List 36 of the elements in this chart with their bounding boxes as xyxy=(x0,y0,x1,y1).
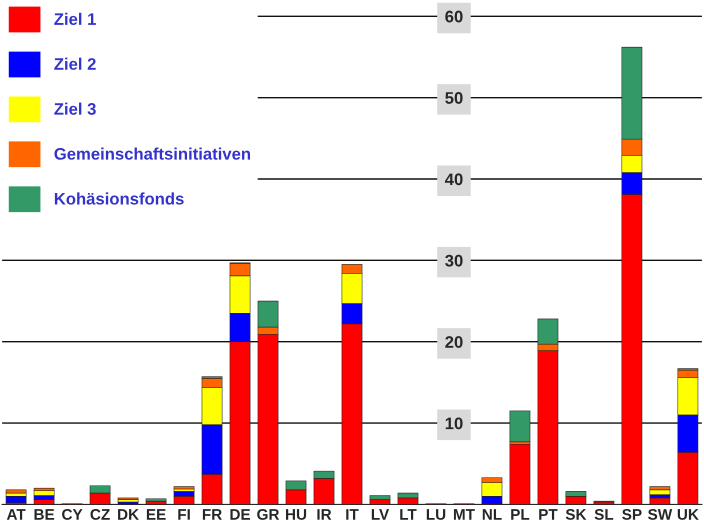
x-tick-label: HU xyxy=(286,509,306,520)
x-tick-label: SP xyxy=(622,509,642,520)
x-tick-label: NL xyxy=(482,509,502,520)
legend-label: Ziel 2 xyxy=(54,58,96,70)
legend-label: Kohäsionsfonds xyxy=(54,192,184,205)
x-tick-label: SL xyxy=(594,509,614,520)
x-tick-label: LT xyxy=(400,509,417,520)
x-tick-label: IR xyxy=(317,509,332,520)
x-tick-label: DE xyxy=(230,509,250,520)
y-tick-label: 40 xyxy=(444,173,463,186)
x-tick-label: CY xyxy=(62,509,82,520)
x-tick-label: DK xyxy=(118,509,139,520)
x-tick-label: AT xyxy=(6,509,26,520)
y-tick-label: 60 xyxy=(445,10,463,22)
x-tick-label: SK xyxy=(566,509,586,520)
x-tick-label: LU xyxy=(426,509,446,520)
y-tick-label: 50 xyxy=(445,92,463,104)
x-tick-label: SW xyxy=(648,509,672,520)
x-tick-label: IT xyxy=(346,509,359,520)
x-tick-label: BE xyxy=(34,509,54,520)
x-tick-label: GR xyxy=(257,509,280,520)
x-tick-label: PT xyxy=(539,509,558,520)
x-tick-label: CZ xyxy=(90,509,110,520)
y-tick-label: 10 xyxy=(446,417,463,430)
legend-label: Gemeinschaftsinitiativen xyxy=(54,148,250,160)
x-tick-label: EE xyxy=(146,509,166,520)
legend-label: Ziel 3 xyxy=(54,102,96,115)
x-tick-label: FR xyxy=(202,509,222,520)
x-tick-label: LV xyxy=(372,509,390,520)
x-tick-label: PL xyxy=(511,509,530,520)
x-tick-label: FI xyxy=(178,509,190,520)
x-tick-label: MT xyxy=(454,509,475,520)
legend-label: Ziel 1 xyxy=(54,12,96,25)
x-tick-label: UK xyxy=(678,509,699,520)
y-tick-label: 20 xyxy=(445,336,463,348)
y-tick-label: 30 xyxy=(445,254,463,267)
